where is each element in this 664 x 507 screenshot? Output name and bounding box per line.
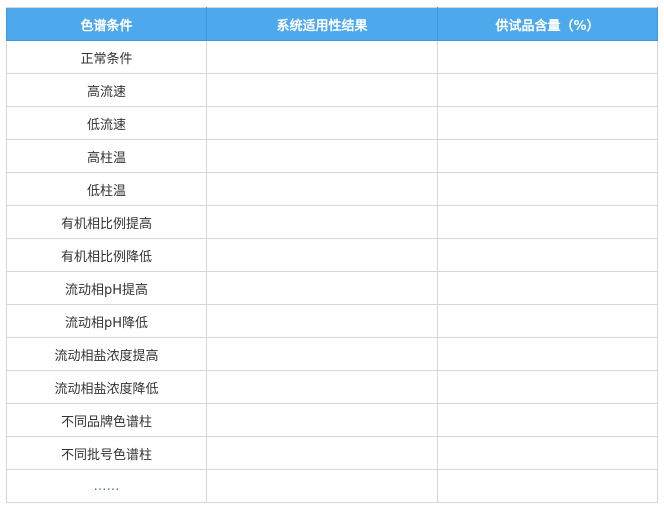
content-cell xyxy=(437,469,658,503)
column-header-content: 供试品含量（%） xyxy=(437,7,658,41)
table-row: 流动相pH提高 xyxy=(6,271,658,305)
suitability-cell xyxy=(206,403,438,437)
suitability-cell xyxy=(206,304,438,338)
table-row: …… xyxy=(6,469,658,503)
table-row: 高柱温 xyxy=(6,139,658,173)
table-row: 流动相pH降低 xyxy=(6,304,658,338)
condition-cell: 高柱温 xyxy=(6,139,207,173)
condition-cell: 不同批号色谱柱 xyxy=(6,436,207,470)
condition-cell: 流动相pH提高 xyxy=(6,271,207,305)
content-cell xyxy=(437,139,658,173)
condition-cell: …… xyxy=(6,469,207,503)
condition-cell: 流动相pH降低 xyxy=(6,304,207,338)
suitability-cell xyxy=(206,73,438,107)
content-cell xyxy=(437,271,658,305)
table-header-row: 色谱条件 系统适用性结果 供试品含量（%） xyxy=(6,7,658,41)
suitability-cell xyxy=(206,205,438,239)
suitability-cell xyxy=(206,106,438,140)
suitability-cell xyxy=(206,436,438,470)
content-cell xyxy=(437,436,658,470)
content-cell xyxy=(437,172,658,206)
suitability-cell xyxy=(206,139,438,173)
suitability-cell xyxy=(206,271,438,305)
content-cell xyxy=(437,106,658,140)
condition-cell: 低流速 xyxy=(6,106,207,140)
condition-cell: 有机相比例提高 xyxy=(6,205,207,239)
content-cell xyxy=(437,205,658,239)
suitability-cell xyxy=(206,469,438,503)
table-row: 不同批号色谱柱 xyxy=(6,436,658,470)
content-cell xyxy=(437,304,658,338)
condition-cell: 低柱温 xyxy=(6,172,207,206)
table-row: 有机相比例降低 xyxy=(6,238,658,272)
content-cell xyxy=(437,337,658,371)
condition-cell: 正常条件 xyxy=(6,40,207,74)
table-row: 流动相盐浓度提高 xyxy=(6,337,658,371)
content-cell xyxy=(437,370,658,404)
content-cell xyxy=(437,73,658,107)
content-cell xyxy=(437,40,658,74)
condition-cell: 流动相盐浓度提高 xyxy=(6,337,207,371)
table-row: 有机相比例提高 xyxy=(6,205,658,239)
table-row: 不同品牌色谱柱 xyxy=(6,403,658,437)
table-row: 流动相盐浓度降低 xyxy=(6,370,658,404)
robustness-table: 色谱条件 系统适用性结果 供试品含量（%） 正常条件 高流速 低流速 高柱温 低柱温 有机… xyxy=(6,7,658,503)
condition-cell: 不同品牌色谱柱 xyxy=(6,403,207,437)
condition-cell: 高流速 xyxy=(6,73,207,107)
suitability-cell xyxy=(206,238,438,272)
content-cell xyxy=(437,238,658,272)
table-row: 低流速 xyxy=(6,106,658,140)
table-row: 低柱温 xyxy=(6,172,658,206)
content-cell xyxy=(437,403,658,437)
column-header-suitability: 系统适用性结果 xyxy=(206,7,438,41)
suitability-cell xyxy=(206,337,438,371)
suitability-cell xyxy=(206,172,438,206)
condition-cell: 流动相盐浓度降低 xyxy=(6,370,207,404)
table-row: 正常条件 xyxy=(6,40,658,74)
column-header-condition: 色谱条件 xyxy=(6,7,207,41)
condition-cell: 有机相比例降低 xyxy=(6,238,207,272)
table-row: 高流速 xyxy=(6,73,658,107)
suitability-cell xyxy=(206,40,438,74)
suitability-cell xyxy=(206,370,438,404)
